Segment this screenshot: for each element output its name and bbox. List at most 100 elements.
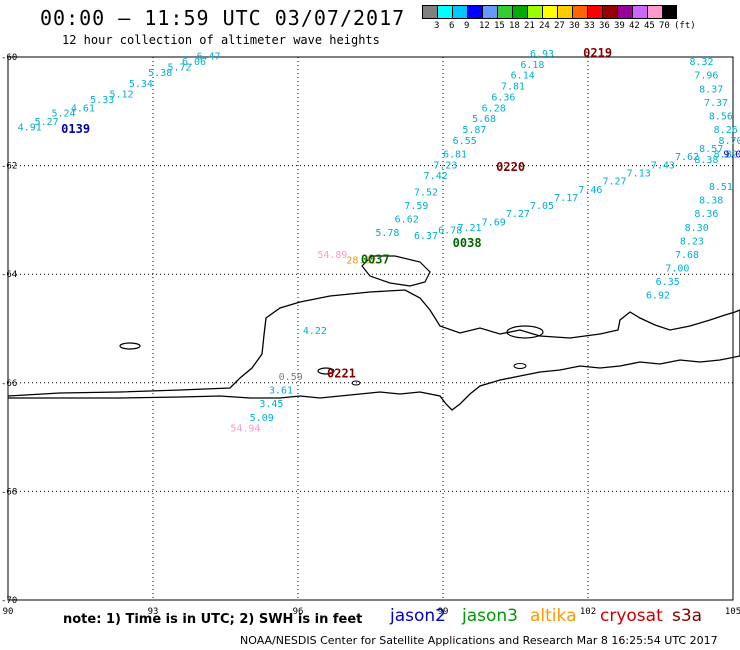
latitude-tick-label: -64 — [1, 270, 17, 280]
wave-height-label: 6.81 — [443, 149, 467, 160]
legend-label: 30 — [569, 21, 580, 31]
legend-label: 12 — [479, 21, 490, 31]
legend-label: 70 — [659, 21, 670, 31]
wave-height-label: 6.37 — [414, 231, 438, 242]
wave-height-label: 7.69 — [482, 217, 506, 228]
wave-height-label: 7.59 — [404, 201, 428, 212]
legend-swatch — [452, 5, 467, 19]
wave-height-label: 9.03 — [723, 149, 740, 160]
legend-swatch — [527, 5, 542, 19]
legend-swatch — [662, 5, 677, 19]
wave-height-label: 6.18 — [520, 60, 544, 71]
latitude-tick-label: -66 — [1, 379, 17, 389]
island-outline — [506, 325, 544, 339]
wave-height-label: 5.38 — [148, 68, 172, 79]
satellite-legend-jason2: jason2 — [390, 606, 446, 626]
wave-height-label: 7.05 — [530, 201, 554, 212]
footer-credit: NOAA/NESDIS Center for Satellite Applica… — [240, 634, 718, 647]
wave-height-label: 8.38 — [694, 155, 718, 166]
wave-height-label: 8.26 — [714, 125, 738, 136]
island-outline — [513, 363, 527, 369]
latitude-tick-label: -60 — [1, 53, 17, 63]
satellite-legend-altika: altika — [530, 606, 577, 626]
wave-height-label: 7.42 — [424, 171, 448, 182]
longitude-tick-label: 90 — [3, 607, 14, 617]
legend-label: 15 — [494, 21, 505, 31]
latitude-tick-label: -70 — [1, 596, 17, 606]
track-id-label: 0220 — [496, 160, 525, 174]
wave-height-label: 5.78 — [375, 228, 399, 239]
legend-swatch — [437, 5, 452, 19]
wave-height-label: 8.56 — [709, 111, 733, 122]
wave-height-label: 4.91 — [18, 122, 42, 133]
legend-swatch — [587, 5, 602, 19]
legend-swatch — [572, 5, 587, 19]
wave-height-label: 5.27 — [35, 117, 59, 128]
legend-swatch — [512, 5, 527, 19]
wave-height-label: 5.12 — [110, 90, 134, 101]
wave-height-label: 7.00 — [665, 263, 689, 274]
wave-height-label: 6.78 — [438, 225, 462, 236]
wave-height-label: 7.27 — [506, 209, 530, 220]
wave-height-label: 6.14 — [511, 71, 535, 82]
wave-height-label: 5.72 — [168, 63, 192, 74]
map-subtitle: 12 hour collection of altimeter wave hei… — [62, 33, 380, 47]
latitude-tick-label: -68 — [1, 487, 17, 497]
wave-height-label: 5.24 — [52, 109, 76, 120]
legend-label: 18 — [509, 21, 520, 31]
coastline — [7, 289, 740, 411]
wave-height-label: 5.09 — [250, 413, 274, 424]
satellite-legend-cryosat: cryosat — [600, 606, 663, 626]
legend-swatch — [542, 5, 557, 19]
legend-swatch — [632, 5, 647, 19]
longitude-tick-label: 93 — [148, 607, 159, 617]
wave-height-label: 7.13 — [627, 168, 651, 179]
wave-height-label: 8.82 — [714, 149, 738, 160]
legend-swatch — [557, 5, 572, 19]
wave-height-label: 8.36 — [694, 209, 718, 220]
island-outline — [351, 380, 361, 386]
footer-note: note: 1) Time is in UTC; 2) SWH is in fe… — [63, 612, 363, 627]
wave-height-label: 7.81 — [501, 82, 525, 93]
wave-height-label: 7.21 — [458, 223, 482, 234]
latitude-tick-label: -62 — [1, 162, 17, 172]
wave-height-label: 7.62 — [675, 152, 699, 163]
wave-height-label: 7.68 — [675, 250, 699, 261]
wave-height-label: 8.70 — [719, 136, 740, 147]
longitude-tick-label: 96 — [293, 607, 304, 617]
wave-height-label: 8.38 — [699, 196, 723, 207]
wave-height-label: 6.62 — [395, 215, 419, 226]
wave-height-label: 3.45 — [259, 399, 283, 410]
wave-height-label: 7.52 — [414, 187, 438, 198]
wave-height-label: 7.17 — [554, 193, 578, 204]
wave-height-label: 6.55 — [453, 136, 477, 147]
wave-height-label: 5.34 — [129, 79, 153, 90]
legend-label: 24 — [539, 21, 550, 31]
legend-label: 39 — [614, 21, 625, 31]
wave-height-label: 8.32 — [690, 57, 714, 68]
wave-height-label: 8.37 — [699, 84, 723, 95]
legend-label: 21 — [524, 21, 535, 31]
longitude-tick-label: 102 — [580, 607, 596, 617]
wave-height-label: 7.37 — [704, 98, 728, 109]
island-outline — [317, 367, 335, 375]
wave-height-label: 5.68 — [472, 114, 496, 125]
legend-label: 6 — [449, 21, 455, 31]
wave-height-label: 6.92 — [646, 291, 670, 302]
wave-height-label: 54.94 — [230, 424, 260, 435]
legend-label: 3 — [434, 21, 440, 31]
wave-height-label: 4.61 — [71, 103, 95, 114]
wave-height-label: 7.96 — [694, 71, 718, 82]
wave-height-label: 28.62 — [346, 255, 376, 266]
legend-swatch — [497, 5, 512, 19]
legend-labels: 3 6 9 12 15 18 21 24 27 30 33 36 39 42 45 70 (ft) — [422, 21, 696, 33]
track-id-label: 0219 — [583, 46, 612, 60]
track-id-label: 0037 — [361, 252, 390, 266]
longitude-tick-label: 99 — [438, 607, 449, 617]
map-title: 00:00 – 11:59 UTC 03/07/2017 — [40, 6, 406, 30]
legend-label: (ft) — [674, 21, 696, 31]
wave-height-label: 8.30 — [685, 223, 709, 234]
wave-height-label: 7.46 — [578, 185, 602, 196]
wave-height-label: 8.57 — [699, 144, 723, 155]
